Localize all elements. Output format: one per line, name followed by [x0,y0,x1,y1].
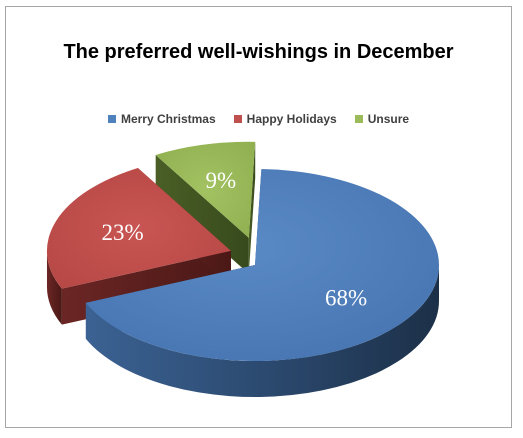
pie-slice-wall-unsure [155,155,249,274]
pie-slice-side-merry-christmas [85,265,440,398]
legend: Merry Christmas Happy Holidays Unsure [6,112,511,126]
pie-slice-side-happy-holidays [46,250,62,325]
chart-title: The preferred well-wishings in December [63,41,454,63]
pie-slice-top-merry-christmas [85,169,440,361]
legend-label-happy-holidays: Happy Holidays [246,112,337,126]
pie-slice-wall-unsure [248,141,256,274]
legend-item-happy-holidays: Happy Holidays [233,112,337,126]
pie-slice-merry-christmas: 68% [85,169,440,398]
pie-slice-top-unsure [155,141,256,238]
legend-label-unsure: Unsure [367,112,410,126]
legend-item-merry-christmas: Merry Christmas [107,112,216,126]
legend-label-merry-christmas: Merry Christmas [120,112,216,126]
legend-swatch-merry-christmas [107,115,116,123]
data-label-unsure: 9% [205,168,236,193]
pie-slice-happy-holidays: 23% [46,168,231,325]
pie-slice-unsure: 9% [155,141,256,274]
legend-swatch-happy-holidays [233,115,242,123]
pie-slice-top-happy-holidays [46,168,231,289]
data-label-happy-holidays: 23% [102,220,144,245]
legend-swatch-unsure [354,115,363,123]
data-label-merry-christmas: 68% [325,286,367,311]
legend-item-unsure: Unsure [354,112,410,126]
